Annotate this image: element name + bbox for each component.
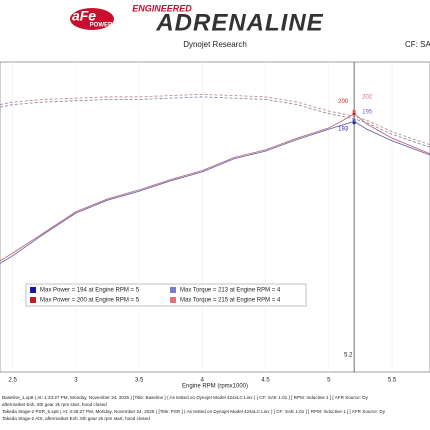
annotation-marker xyxy=(352,112,356,116)
annotation-marker xyxy=(352,109,356,113)
footer-line: Takeda Stage-2 PSR_5.xp8 ( At: 3:48:27 P… xyxy=(2,409,386,414)
annotation: 202 xyxy=(362,95,373,101)
legend-swatch xyxy=(30,287,36,293)
legend-swatch xyxy=(170,287,176,293)
annotation-marker xyxy=(352,121,356,125)
x-tick-label: 5.5 xyxy=(388,378,397,384)
legend-swatch xyxy=(170,297,176,303)
x-tick-label: 5 xyxy=(327,378,331,384)
x-tick-label: 3.5 xyxy=(135,378,144,384)
legend-text: Max Torque = 213 at Engine RPM = 4 xyxy=(180,288,281,294)
brand-sub: POWER xyxy=(90,23,113,29)
series-line xyxy=(0,120,430,264)
legend-text: Max Torque = 215 at Engine RPM = 4 xyxy=(180,298,281,304)
legend-box xyxy=(25,283,307,307)
logo-main: ADRENALINE xyxy=(155,9,323,36)
footer: Baseline_1.xp8 ( At: 1:23:27 PM, Monday,… xyxy=(2,395,386,421)
brand: aFe xyxy=(72,8,96,24)
x-tick-label: 4.5 xyxy=(261,378,270,384)
series-line xyxy=(0,93,430,146)
plot-frame xyxy=(0,61,430,373)
footer-line: Takeda Stage-2 AIS, aftermarket Exh, 5th… xyxy=(2,416,150,421)
annotation: 200 xyxy=(338,99,349,105)
footer-line: Baseline_1.xp8 ( At: 1:23:27 PM, Monday,… xyxy=(2,395,369,400)
source: Dynojet Research xyxy=(183,40,247,49)
brand-badge xyxy=(70,8,114,30)
x-tick-label: 4 xyxy=(201,378,205,384)
footer-line: aftermarket Exh, 5th gear 2k rpm start, … xyxy=(2,402,107,407)
series-line xyxy=(0,96,430,148)
x-tick-label: 2.5 xyxy=(8,378,17,384)
legend-text: Max Power = 200 at Engine RPM = 5 xyxy=(40,298,140,304)
annotation: 195 xyxy=(362,110,373,116)
logo-top: ENGINEERED xyxy=(132,3,192,13)
annotation-marker xyxy=(352,118,356,122)
x-axis-label: Engine RPM (rpmx1000) xyxy=(182,384,248,390)
legend-text: Max Power = 194 at Engine RPM = 5 xyxy=(40,288,140,294)
series-line xyxy=(0,113,430,262)
x-tick-label: 3 xyxy=(74,378,78,384)
cursor-label: 5.2 xyxy=(344,353,353,359)
legend-swatch xyxy=(30,297,36,303)
annotation: 193 xyxy=(338,126,349,132)
correction: CF: SAE xyxy=(405,40,430,49)
